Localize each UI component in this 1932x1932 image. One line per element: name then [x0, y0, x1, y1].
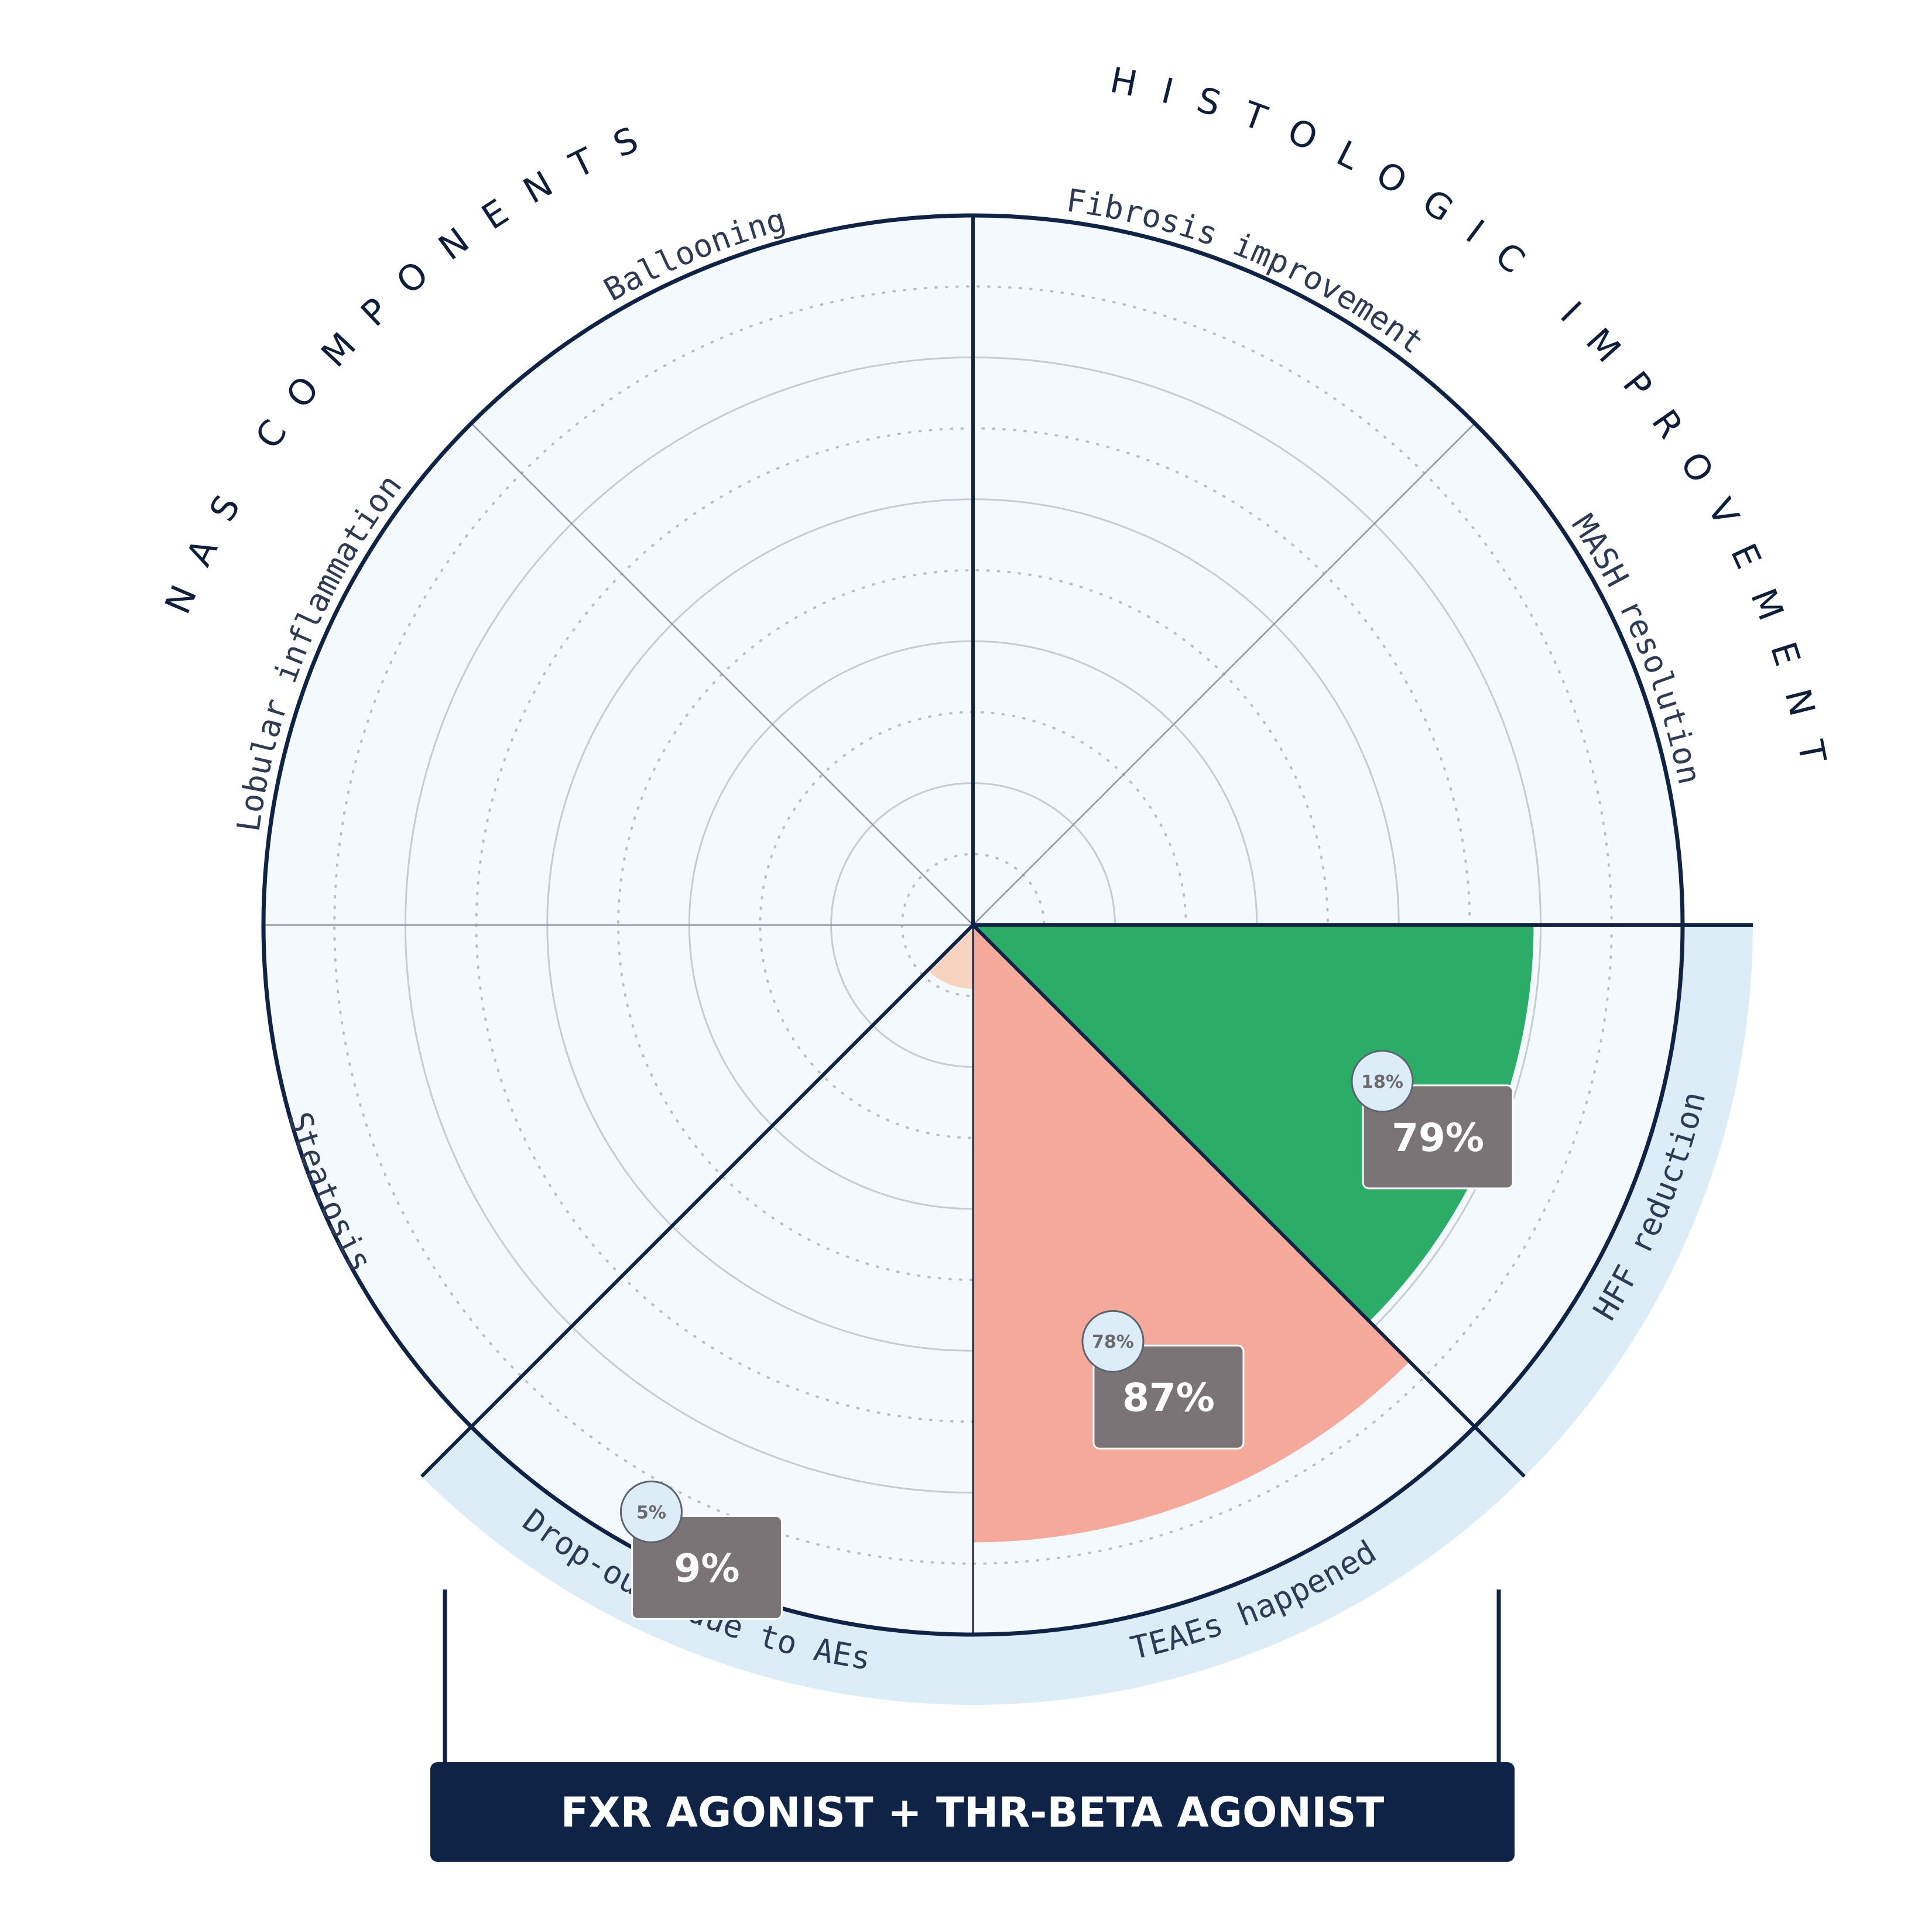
value-label: 79%	[1392, 1115, 1484, 1160]
frame-layer	[261, 213, 1753, 1774]
reference-bubble	[1351, 1050, 1414, 1113]
bracket-line	[443, 1590, 1501, 1774]
value-box	[1092, 1344, 1245, 1450]
value-label: 87%	[1122, 1375, 1215, 1420]
reference-label: 5%	[636, 1502, 666, 1523]
highlight-band	[422, 925, 1753, 1705]
title-banner	[430, 1762, 1515, 1862]
reference-label: 18%	[1361, 1072, 1403, 1092]
divider-line	[971, 923, 1526, 1478]
reference-bubble	[1081, 1310, 1145, 1373]
value-label: 9%	[674, 1546, 739, 1591]
spoke-line	[471, 423, 974, 926]
reference-bubble	[619, 1480, 683, 1543]
wedge-drop-outs-due-to-aes	[927, 925, 973, 989]
wedges-layer	[927, 925, 1534, 1543]
wedge-hff-reduction	[973, 925, 1534, 1322]
divider-line	[420, 923, 975, 1478]
value-box	[631, 1515, 783, 1620]
spoke-line	[972, 423, 1475, 926]
wedge-teaes-happened	[973, 925, 1410, 1543]
reference-label: 78%	[1092, 1332, 1134, 1352]
chart-title: FXR AGONIST + THR-BETA AGONIST	[561, 1789, 1385, 1837]
banner-layer: FXR AGONIST + THR-BETA AGONIST	[430, 1762, 1515, 1862]
value-box	[1362, 1084, 1514, 1190]
